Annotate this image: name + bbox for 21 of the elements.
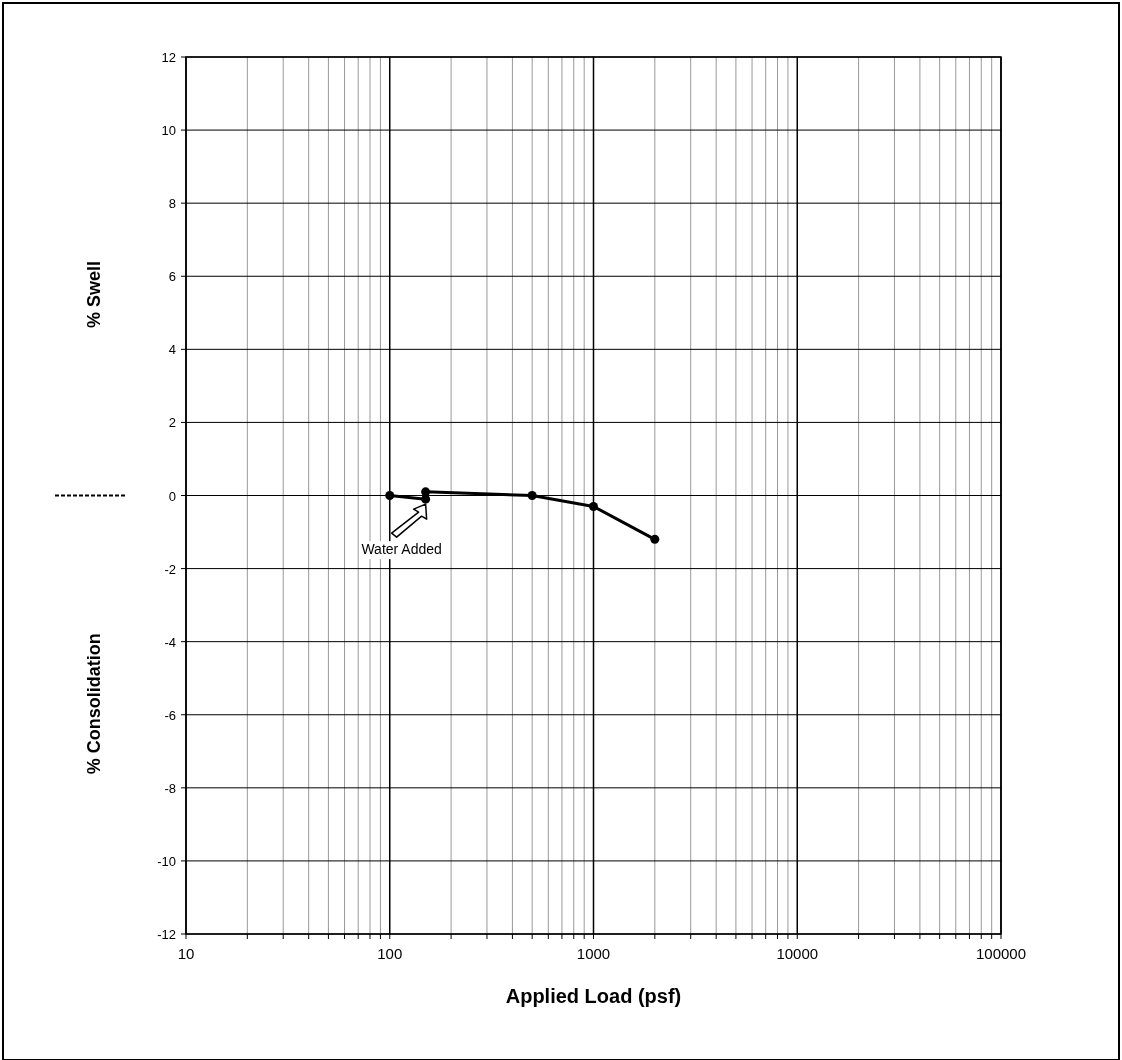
x-axis-title: Applied Load (psf) — [505, 985, 682, 1007]
x-tick-label: 100000 — [975, 945, 1027, 962]
y-tick-label: 4 — [168, 342, 176, 358]
y-tick-label: 2 — [168, 415, 176, 431]
y-tick-label: -10 — [157, 853, 176, 869]
y-tick-label: 6 — [168, 269, 176, 285]
y-tick-label: -8 — [164, 780, 176, 796]
y-axis-title: % Swell — [84, 261, 104, 329]
y-tick-label: -4 — [164, 634, 176, 650]
text: % Consolidation — [84, 633, 104, 775]
y-tick-label: 8 — [168, 196, 176, 212]
x-tick-label: 10000 — [776, 945, 819, 962]
x-tick-label: 1000 — [576, 945, 611, 962]
annotation: Water Added — [361, 541, 442, 558]
y-tick-label: 10 — [161, 123, 176, 139]
y-tick-label: -12 — [157, 927, 176, 942]
y-tick-label: 0 — [168, 488, 176, 504]
x-tick-label: 100 — [377, 945, 403, 962]
y-tick-label: -2 — [164, 561, 176, 577]
y-tick-label: 12 — [161, 50, 176, 65]
y-tick-label: -6 — [164, 707, 176, 723]
